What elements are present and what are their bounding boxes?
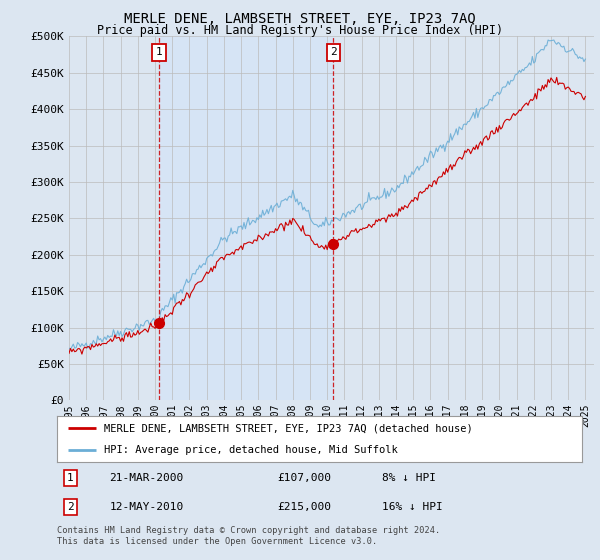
Bar	[159, 36, 334, 400]
Text: 2: 2	[330, 48, 337, 58]
Text: Contains HM Land Registry data © Crown copyright and database right 2024.
This d: Contains HM Land Registry data © Crown c…	[57, 526, 440, 546]
Text: 2: 2	[67, 502, 74, 512]
Text: 1: 1	[155, 48, 162, 58]
Text: 16% ↓ HPI: 16% ↓ HPI	[383, 502, 443, 512]
Text: 8% ↓ HPI: 8% ↓ HPI	[383, 473, 437, 483]
Text: 12-MAY-2010: 12-MAY-2010	[110, 502, 184, 512]
Text: £107,000: £107,000	[277, 473, 331, 483]
Text: £215,000: £215,000	[277, 502, 331, 512]
Text: HPI: Average price, detached house, Mid Suffolk: HPI: Average price, detached house, Mid …	[104, 445, 398, 455]
Text: MERLE DENE, LAMBSETH STREET, EYE, IP23 7AQ: MERLE DENE, LAMBSETH STREET, EYE, IP23 7…	[124, 12, 476, 26]
Text: 21-MAR-2000: 21-MAR-2000	[110, 473, 184, 483]
Text: Price paid vs. HM Land Registry's House Price Index (HPI): Price paid vs. HM Land Registry's House …	[97, 24, 503, 36]
Text: MERLE DENE, LAMBSETH STREET, EYE, IP23 7AQ (detached house): MERLE DENE, LAMBSETH STREET, EYE, IP23 7…	[104, 423, 473, 433]
Text: 1: 1	[67, 473, 74, 483]
